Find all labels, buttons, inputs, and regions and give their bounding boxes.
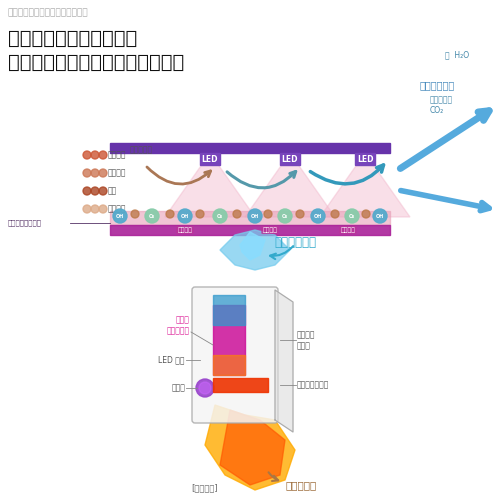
Circle shape [91,205,99,213]
Text: 光触媒
フィルター: 光触媒 フィルター [167,315,190,335]
Text: 空気の流れ: 空気の流れ [130,146,153,154]
Circle shape [331,210,339,218]
Bar [110,211,390,225]
Text: 吸着フィルターなしでも: 吸着フィルターなしでも [8,28,137,48]
Bar [355,153,375,165]
Circle shape [113,209,127,223]
Text: O₂: O₂ [217,214,223,218]
Bar [280,153,300,165]
Bar [213,355,245,375]
Text: ウィルス: ウィルス [108,150,126,160]
Circle shape [296,210,304,218]
Text: キレイな空気: キレイな空気 [420,80,455,90]
Polygon shape [320,153,410,217]
Text: 酸化分解: 酸化分解 [262,227,278,233]
Text: ファン: ファン [171,384,185,392]
Text: OH: OH [314,214,322,218]
Text: OH: OH [251,214,259,218]
Text: 水  H₂O: 水 H₂O [445,50,469,59]
Text: O₂: O₂ [282,214,288,218]
Polygon shape [275,290,293,432]
Text: キレイな空気: キレイな空気 [274,236,316,248]
Text: カルテックの光触媒テクノロジー: カルテックの光触媒テクノロジー [8,8,88,18]
Bar [213,378,268,392]
Circle shape [178,209,192,223]
Circle shape [345,209,359,223]
Circle shape [99,169,107,177]
Text: OH: OH [116,214,124,218]
Circle shape [199,382,211,394]
Text: OH: OH [181,214,189,218]
Polygon shape [220,230,290,270]
Text: 汚れた空気: 汚れた空気 [285,480,316,490]
Polygon shape [220,410,285,485]
Text: 光触媒フィルター: 光触媒フィルター [8,220,42,226]
Bar [213,305,245,375]
Circle shape [196,210,204,218]
Polygon shape [165,153,255,217]
Circle shape [83,205,91,213]
Text: O₂: O₂ [349,214,355,218]
Circle shape [91,151,99,159]
Circle shape [99,151,107,159]
Text: プレフィルター: プレフィルター [297,380,330,390]
Circle shape [248,209,262,223]
Text: [イメージ]: [イメージ] [192,484,218,492]
Circle shape [311,209,325,223]
Circle shape [99,187,107,195]
Text: LED 基板: LED 基板 [158,356,185,364]
Polygon shape [245,153,335,217]
Bar [213,295,245,325]
Polygon shape [240,232,265,260]
Circle shape [83,151,91,159]
Bar [110,143,390,153]
Text: OH: OH [376,214,384,218]
Circle shape [83,169,91,177]
Circle shape [362,210,370,218]
Text: 酸化分解: 酸化分解 [340,227,355,233]
Text: LED: LED [282,154,298,164]
Bar [200,153,220,165]
Circle shape [83,187,91,195]
Circle shape [196,379,214,397]
Circle shape [99,205,107,213]
Text: フロント
パネル: フロント パネル [297,330,316,350]
Circle shape [145,209,159,223]
Text: 細菌: 細菌 [108,186,117,196]
Polygon shape [205,405,295,490]
Circle shape [91,187,99,195]
Text: 有害物質: 有害物質 [108,168,126,177]
Circle shape [278,209,292,223]
Circle shape [233,210,241,218]
Text: 悪臭成分: 悪臭成分 [108,204,126,214]
Bar [110,225,390,235]
Text: O₂: O₂ [149,214,155,218]
Circle shape [91,169,99,177]
FancyBboxPatch shape [192,287,278,423]
Text: 酸化分解: 酸化分解 [178,227,192,233]
Text: LED: LED [357,154,373,164]
Circle shape [213,209,227,223]
Text: LED: LED [202,154,218,164]
Circle shape [166,210,174,218]
Circle shape [373,209,387,223]
Text: 二酸化炭素
CO₂: 二酸化炭素 CO₂ [430,96,453,114]
Circle shape [264,210,272,218]
Circle shape [131,210,139,218]
Text: 脱臭・除菌力がちがう光触媒技術: 脱臭・除菌力がちがう光触媒技術 [8,52,184,72]
